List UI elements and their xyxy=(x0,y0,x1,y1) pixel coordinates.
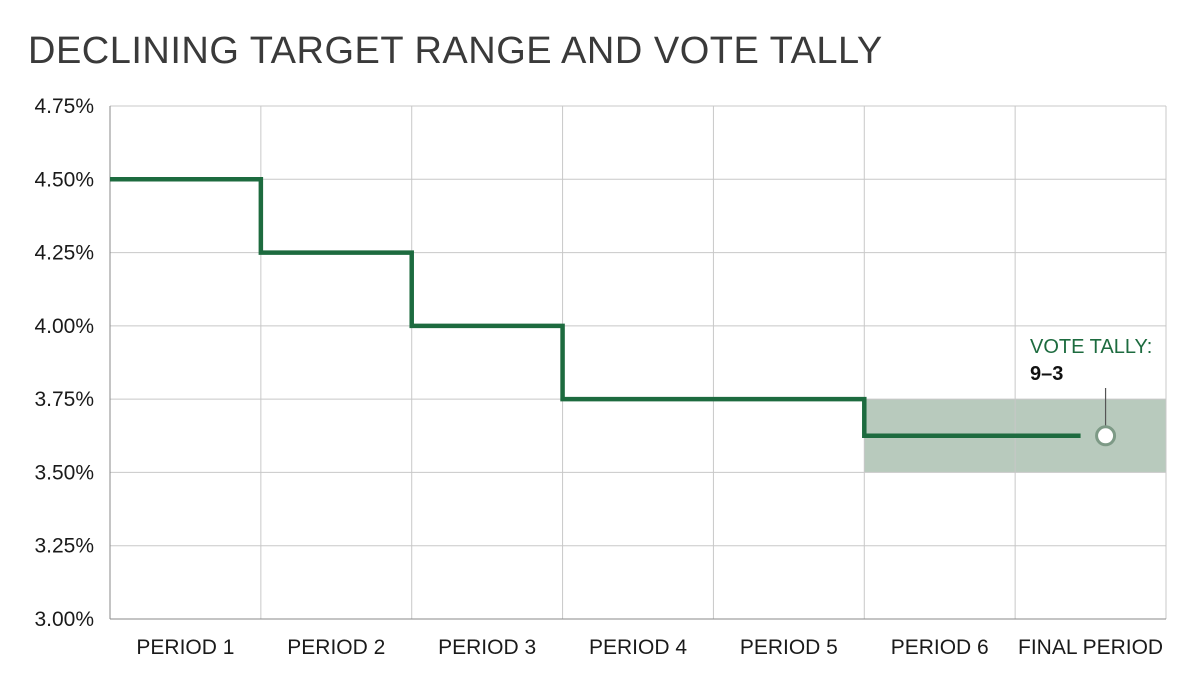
y-tick-label: 4.25% xyxy=(34,242,94,265)
y-axis-ticks: 3.00% 3.25% 3.50% 3.75% 4.00% 4.25% 4.50% 4.75% xyxy=(34,95,94,631)
x-tick-label: PERIOD 2 xyxy=(287,636,385,659)
x-tick-label: PERIOD 5 xyxy=(740,636,838,659)
x-tick-label: PERIOD 1 xyxy=(136,636,234,659)
y-tick-label: 4.75% xyxy=(34,95,94,118)
y-tick-label: 3.00% xyxy=(34,608,94,631)
final-point-marker xyxy=(1095,425,1117,447)
rate-step-line xyxy=(110,177,1081,439)
y-tick-label: 4.00% xyxy=(34,315,94,338)
y-tick-label: 3.75% xyxy=(34,388,94,411)
annotation-value: 9–3 xyxy=(1030,363,1063,385)
line-layer xyxy=(110,177,1081,439)
annotation-label: VOTE TALLY: xyxy=(1030,336,1152,358)
chart-title: DECLINING TARGET RANGE AND VOTE TALLY xyxy=(28,30,883,72)
y-tick-label: 3.25% xyxy=(34,535,94,558)
y-tick-label: 4.50% xyxy=(34,168,94,191)
grid-layer xyxy=(109,105,1167,620)
x-tick-label: FINAL PERIOD xyxy=(1018,636,1163,659)
annotation-layer: VOTE TALLY: 9–3 xyxy=(1030,336,1152,447)
y-tick-label: 3.50% xyxy=(34,461,94,484)
x-tick-label: PERIOD 3 xyxy=(438,636,536,659)
x-tick-label: PERIOD 6 xyxy=(891,636,989,659)
x-axis-ticks: PERIOD 1 PERIOD 2 PERIOD 3 PERIOD 4 PERIOD 5… xyxy=(136,636,1163,659)
x-tick-label: PERIOD 4 xyxy=(589,636,687,659)
